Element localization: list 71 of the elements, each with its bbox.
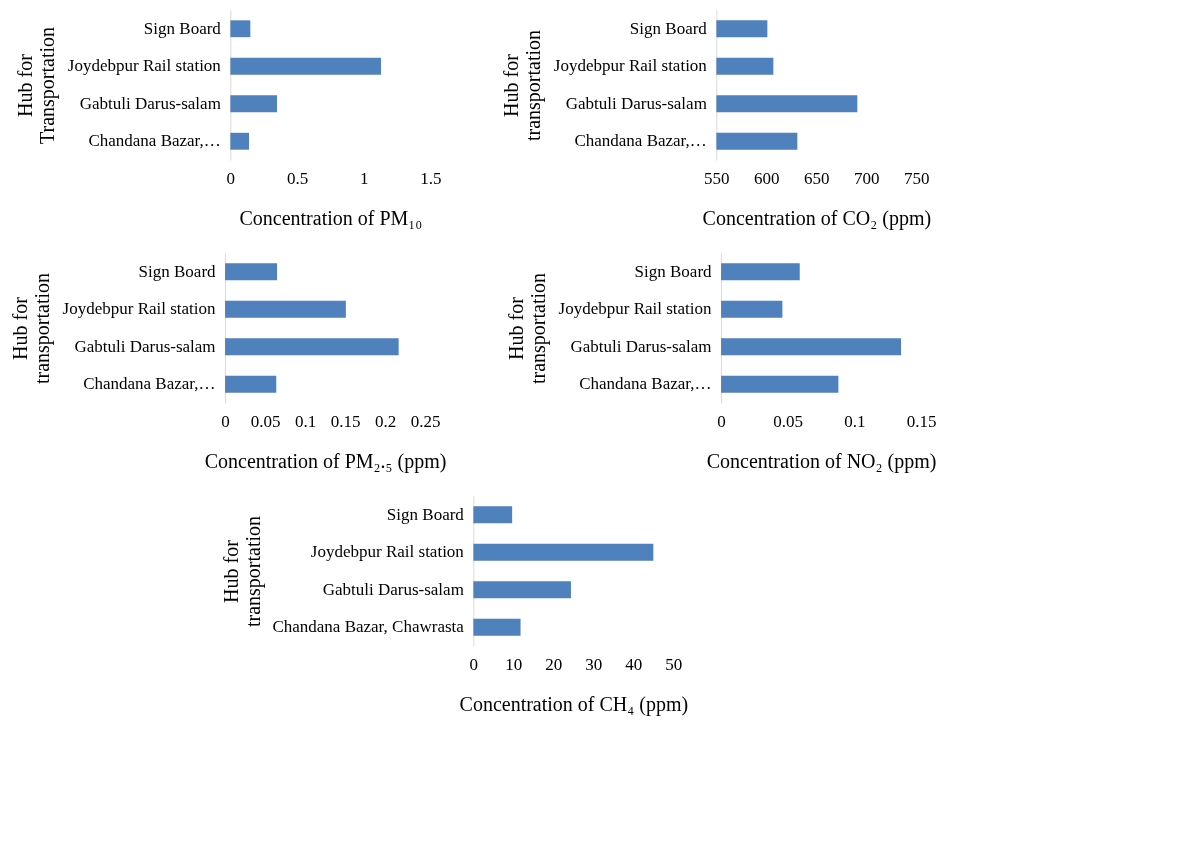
x-tick-label: 0.25 <box>410 411 441 431</box>
x-tick-label: 600 <box>754 168 780 188</box>
x-tick-label: 1 <box>359 168 369 188</box>
bar <box>225 263 278 281</box>
x-tick-label: 0.05 <box>250 411 281 431</box>
x-tick-label: 0 <box>717 411 726 431</box>
x-axis-title: Concentration of PM₁₀ <box>239 206 423 229</box>
y-tick-label: Gabtuli Darus-salam <box>570 336 712 356</box>
x-tick-label: 550 <box>704 168 730 188</box>
x-tick-label: 700 <box>854 168 880 188</box>
bar <box>225 338 399 356</box>
x-tick-label: 0.2 <box>374 411 397 431</box>
x-tick-label: 0 <box>226 168 236 188</box>
bar <box>230 95 278 113</box>
y-tick-label: Joydebpur Rail station <box>62 299 217 319</box>
x-tick-label: 10 <box>505 654 523 674</box>
y-tick-label: Chandana Bazar,… <box>83 374 216 394</box>
x-tick-label: 1.5 <box>420 168 442 188</box>
x-axis-title: Concentration of CO₂ (ppm) <box>702 206 932 230</box>
x-axis-title: Concentration of NO₂ (ppm) <box>706 449 937 473</box>
y-tick-label: Gabtuli Darus-salam <box>322 579 464 599</box>
x-tick-label: 0 <box>469 654 479 674</box>
bar <box>721 338 902 356</box>
y-tick-label: Gabtuli Darus-salam <box>565 93 707 113</box>
y-tick-label: Gabtuli Darus-salam <box>79 93 221 113</box>
y-tick-label: Chandana Bazar,… <box>579 374 712 394</box>
x-tick-label: 0.5 <box>286 168 309 188</box>
x-tick-label: 0.05 <box>773 411 804 431</box>
y-tick-label: Sign Board <box>634 261 713 281</box>
y-axis-title: Hub for Transportation <box>13 26 59 145</box>
bar <box>225 375 277 393</box>
bar <box>473 581 571 599</box>
x-tick-label: 50 <box>665 654 683 674</box>
bar <box>473 618 521 636</box>
y-tick-label: Chandana Bazar,… <box>574 131 707 151</box>
x-axis-title: Concentration of PM₂.₅ (ppm) <box>204 449 447 473</box>
bar <box>473 506 513 524</box>
y-axis-title: Hub for transportation <box>219 515 265 628</box>
y-tick-label: Sign Board <box>386 504 465 524</box>
bar <box>230 20 251 38</box>
bar <box>721 375 839 393</box>
y-tick-label: Sign Board <box>629 18 708 38</box>
y-axis-title: Hub for transportation <box>504 272 550 385</box>
y-tick-label: Chandana Bazar, Chawrasta <box>272 617 465 637</box>
y-tick-label: Joydebpur Rail station <box>553 56 708 76</box>
bar <box>230 57 382 75</box>
y-tick-label: Sign Board <box>143 18 222 38</box>
bar <box>225 300 346 318</box>
y-tick-label: Sign Board <box>138 261 217 281</box>
y-tick-label: Gabtuli Darus-salam <box>74 336 216 356</box>
x-tick-label: 750 <box>904 168 930 188</box>
y-tick-label: Joydebpur Rail station <box>67 56 222 76</box>
y-tick-label: Joydebpur Rail station <box>310 542 465 562</box>
x-tick-label: 30 <box>585 654 603 674</box>
x-tick-label: 0.15 <box>906 411 937 431</box>
x-axis-title: Concentration of CH₄ (ppm) <box>459 692 689 716</box>
bar <box>473 543 654 561</box>
y-tick-label: Joydebpur Rail station <box>558 299 713 319</box>
bar <box>721 300 783 318</box>
x-tick-label: 0 <box>221 411 230 431</box>
x-tick-label: 0.1 <box>844 411 866 431</box>
y-axis-title: Hub for transportation <box>499 29 545 142</box>
x-tick-label: 0.1 <box>294 411 317 431</box>
x-tick-label: 0.15 <box>330 411 361 431</box>
x-tick-label: 20 <box>545 654 563 674</box>
y-axis-title: Hub for transportation <box>8 272 54 385</box>
x-tick-label: 40 <box>625 654 643 674</box>
x-tick-label: 650 <box>804 168 830 188</box>
y-tick-label: Chandana Bazar,… <box>88 131 221 151</box>
bar <box>230 132 250 150</box>
bar <box>721 263 800 281</box>
